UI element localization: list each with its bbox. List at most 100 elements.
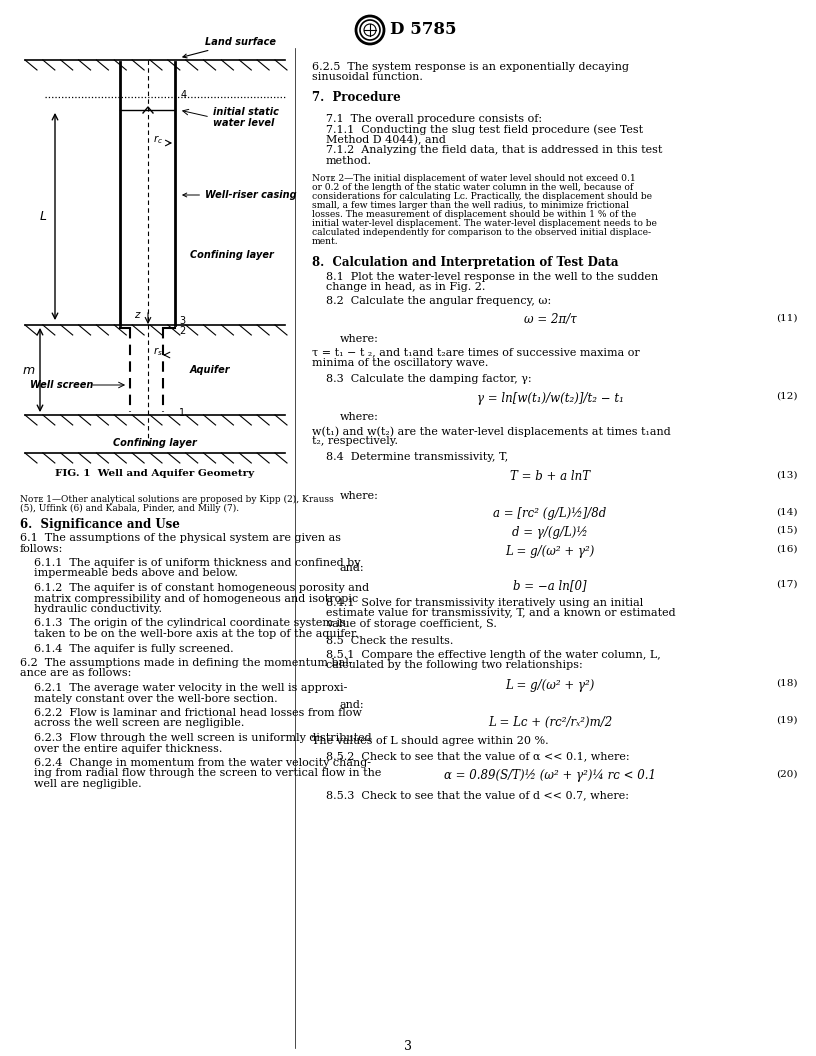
Text: T = b + a lnT: T = b + a lnT	[510, 471, 590, 484]
Text: m: m	[23, 363, 35, 377]
Text: 6.2.3  Flow through the well screen is uniformly distributed: 6.2.3 Flow through the well screen is un…	[34, 733, 371, 743]
Text: 6.  Significance and Use: 6. Significance and Use	[20, 518, 180, 531]
Text: L = g/(ω² + γ²): L = g/(ω² + γ²)	[505, 679, 595, 692]
Text: D 5785: D 5785	[390, 21, 456, 38]
Text: t₂, respectively.: t₂, respectively.	[312, 436, 398, 447]
Text: z: z	[135, 310, 140, 320]
Text: 3: 3	[179, 316, 185, 326]
Text: water level: water level	[213, 118, 274, 128]
Text: (14): (14)	[777, 508, 798, 516]
Text: 7.1  The overall procedure consists of:: 7.1 The overall procedure consists of:	[326, 113, 542, 124]
Text: 8.4.1  Solve for transmissivity iteratively using an initial: 8.4.1 Solve for transmissivity iterative…	[326, 598, 643, 608]
Text: losses. The measurement of displacement should be within 1 % of the: losses. The measurement of displacement …	[312, 210, 636, 219]
Text: 6.2  The assumptions made in defining the momentum bal-: 6.2 The assumptions made in defining the…	[20, 658, 353, 668]
Text: value of storage coefficient, S.: value of storage coefficient, S.	[326, 619, 497, 629]
Text: ance are as follows:: ance are as follows:	[20, 668, 131, 679]
Text: τ = t₁ − t ₂, and t₁and t₂are times of successive maxima or: τ = t₁ − t ₂, and t₁and t₂are times of s…	[312, 347, 640, 358]
Text: 8.1  Plot the water-level response in the well to the sudden: 8.1 Plot the water-level response in the…	[326, 272, 659, 282]
Text: w(t₁) and w(t₂) are the water-level displacements at times t₁and: w(t₁) and w(t₂) are the water-level disp…	[312, 426, 671, 436]
Text: 8.5  Check the results.: 8.5 Check the results.	[326, 636, 454, 645]
Text: L = g/(ω² + γ²): L = g/(ω² + γ²)	[505, 545, 595, 558]
Text: taken to be on the well-bore axis at the top of the aquifer.: taken to be on the well-bore axis at the…	[34, 629, 358, 639]
Text: 6.1  The assumptions of the physical system are given as: 6.1 The assumptions of the physical syst…	[20, 533, 341, 543]
Text: Confining layer: Confining layer	[113, 438, 197, 448]
Text: Land surface: Land surface	[183, 37, 276, 58]
Text: where:: where:	[340, 491, 379, 501]
Text: 4: 4	[181, 90, 187, 100]
Text: 6.1.4  The aquifer is fully screened.: 6.1.4 The aquifer is fully screened.	[34, 643, 233, 654]
Text: minima of the oscillatory wave.: minima of the oscillatory wave.	[312, 358, 488, 367]
Text: (19): (19)	[777, 716, 798, 725]
Text: 2: 2	[179, 326, 185, 336]
Text: 6.2.4  Change in momentum from the water velocity chang-: 6.2.4 Change in momentum from the water …	[34, 758, 371, 768]
Text: 1: 1	[179, 408, 185, 418]
Text: where:: where:	[340, 413, 379, 422]
Text: (20): (20)	[777, 770, 798, 778]
Text: 8.4  Determine transmissivity, T,: 8.4 Determine transmissivity, T,	[326, 452, 508, 463]
Text: sinusoidal function.: sinusoidal function.	[312, 73, 423, 82]
Text: 8.5.3  Check to see that the value of d << 0.7, where:: 8.5.3 Check to see that the value of d <…	[326, 790, 629, 800]
Text: $r_c$: $r_c$	[153, 134, 163, 147]
Text: 6.1.1  The aquifer is of uniform thickness and confined by: 6.1.1 The aquifer is of uniform thicknes…	[34, 558, 361, 568]
Text: (15): (15)	[777, 526, 798, 535]
Text: estimate value for transmissivity, T, and a known or estimated: estimate value for transmissivity, T, an…	[326, 608, 676, 619]
Text: $r_s$: $r_s$	[153, 345, 163, 358]
Text: Method D 4044), and: Method D 4044), and	[326, 134, 446, 145]
Text: small, a few times larger than the well radius, to minimize frictional: small, a few times larger than the well …	[312, 201, 629, 210]
Text: 3: 3	[404, 1039, 412, 1053]
Text: The values of L should agree within 20 %.: The values of L should agree within 20 %…	[312, 736, 548, 747]
Text: or 0.2 of the length of the static water column in the well, because of: or 0.2 of the length of the static water…	[312, 183, 633, 192]
Text: Well-riser casing: Well-riser casing	[183, 190, 297, 200]
Text: calculated by the following two relationships:: calculated by the following two relation…	[326, 660, 583, 671]
Text: 8.3  Calculate the damping factor, γ:: 8.3 Calculate the damping factor, γ:	[326, 374, 532, 383]
Text: considerations for calculating Lᴄ. Practically, the displacement should be: considerations for calculating Lᴄ. Pract…	[312, 192, 652, 201]
Text: (18): (18)	[777, 679, 798, 689]
Text: Nᴏᴛᴇ 2—The initial displacement of water level should not exceed 0.1: Nᴏᴛᴇ 2—The initial displacement of water…	[312, 174, 636, 183]
Text: mately constant over the well-bore section.: mately constant over the well-bore secti…	[34, 694, 277, 703]
Text: ment.: ment.	[312, 237, 339, 246]
Text: 8.  Calculation and Interpretation of Test Data: 8. Calculation and Interpretation of Tes…	[312, 256, 619, 269]
Text: 6.1.2  The aquifer is of constant homogeneous porosity and: 6.1.2 The aquifer is of constant homogen…	[34, 583, 369, 593]
Text: 6.2.2  Flow is laminar and frictional head losses from flow: 6.2.2 Flow is laminar and frictional hea…	[34, 708, 361, 718]
Text: (5), Uffink (6) and Kabala, Pinder, and Milly (7).: (5), Uffink (6) and Kabala, Pinder, and …	[20, 504, 239, 513]
Text: (11): (11)	[777, 314, 798, 322]
Text: method.: method.	[326, 155, 372, 166]
Text: and:: and:	[340, 699, 365, 710]
Text: α = 0.89(S/T)½ (ω² + γ²)¼ rᴄ < 0.1: α = 0.89(S/T)½ (ω² + γ²)¼ rᴄ < 0.1	[444, 770, 656, 782]
Text: Confining layer: Confining layer	[190, 250, 273, 260]
Text: 6.2.1  The average water velocity in the well is approxi-: 6.2.1 The average water velocity in the …	[34, 683, 348, 693]
Text: γ = ln[w(t₁)/w(t₂)]/t₂ − t₁: γ = ln[w(t₁)/w(t₂)]/t₂ − t₁	[477, 392, 623, 406]
Text: initial water-level displacement. The water-level displacement needs to be: initial water-level displacement. The wa…	[312, 219, 657, 228]
Text: L: L	[40, 209, 47, 223]
Text: Nᴏᴛᴇ 1—Other analytical solutions are proposed by Kipp (2), Krauss: Nᴏᴛᴇ 1—Other analytical solutions are pr…	[20, 495, 334, 504]
Text: FIG. 1  Well and Aquifer Geometry: FIG. 1 Well and Aquifer Geometry	[55, 469, 255, 477]
Text: 6.2.5  The system response is an exponentially decaying: 6.2.5 The system response is an exponent…	[312, 62, 629, 72]
Text: matrix compressibility and of homogeneous and isotropic: matrix compressibility and of homogeneou…	[34, 593, 358, 603]
Text: change in head, as in Fig. 2.: change in head, as in Fig. 2.	[326, 283, 486, 293]
Text: across the well screen are negligible.: across the well screen are negligible.	[34, 718, 244, 729]
Text: 7.  Procedure: 7. Procedure	[312, 91, 401, 103]
Text: over the entire aquifer thickness.: over the entire aquifer thickness.	[34, 743, 223, 754]
Text: ω = 2π/τ: ω = 2π/τ	[524, 314, 576, 326]
Text: d = γ/(g/L)½: d = γ/(g/L)½	[512, 526, 588, 539]
Text: hydraulic conductivity.: hydraulic conductivity.	[34, 604, 162, 614]
Text: (13): (13)	[777, 471, 798, 479]
Text: impermeable beds above and below.: impermeable beds above and below.	[34, 568, 238, 579]
Text: initial static: initial static	[213, 107, 279, 117]
Text: 7.1.1  Conducting the slug test field procedure (see Test: 7.1.1 Conducting the slug test field pro…	[326, 124, 643, 134]
Text: calculated independently for comparison to the observed initial displace-: calculated independently for comparison …	[312, 228, 651, 237]
Text: well are negligible.: well are negligible.	[34, 779, 142, 789]
Text: follows:: follows:	[20, 544, 64, 553]
Text: (17): (17)	[777, 580, 798, 588]
Text: b = −a ln[0]: b = −a ln[0]	[513, 580, 587, 592]
Text: (12): (12)	[777, 392, 798, 401]
Text: and:: and:	[340, 563, 365, 573]
Text: ing from radial flow through the screen to vertical flow in the: ing from radial flow through the screen …	[34, 769, 381, 778]
Text: Well screen: Well screen	[30, 380, 93, 390]
Text: 8.5.2  Check to see that the value of α << 0.1, where:: 8.5.2 Check to see that the value of α <…	[326, 751, 630, 761]
Text: L = Lᴄ + (rᴄ²/rₓ²)m/2: L = Lᴄ + (rᴄ²/rₓ²)m/2	[488, 716, 612, 729]
Text: 8.2  Calculate the angular frequency, ω:: 8.2 Calculate the angular frequency, ω:	[326, 296, 552, 306]
Text: Aquifer: Aquifer	[190, 365, 230, 375]
Text: where:: where:	[340, 334, 379, 344]
Text: 6.1.3  The origin of the cylindrical coordinate system is: 6.1.3 The origin of the cylindrical coor…	[34, 619, 346, 628]
